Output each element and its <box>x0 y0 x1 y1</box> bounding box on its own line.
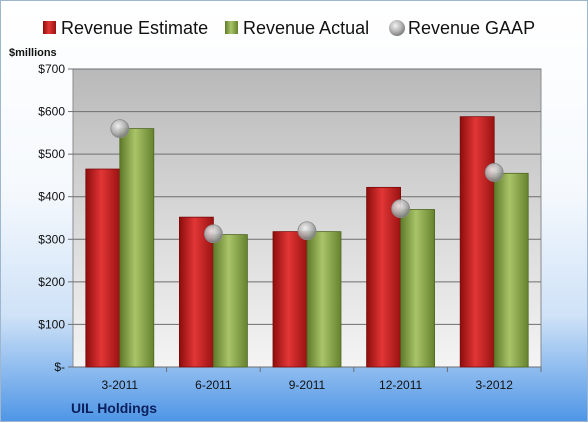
marker-revenue-gaap <box>391 199 411 219</box>
y-tick-label: $600 <box>38 105 65 119</box>
marker-revenue-gaap <box>484 163 504 182</box>
bar-revenue-actual <box>119 128 155 368</box>
y-axis-ticks: $- $100 $200 $300 $400 $500 $600 $700 <box>38 62 73 374</box>
y-tick-label: $300 <box>38 232 65 246</box>
legend-swatch <box>389 20 405 36</box>
bar-revenue-actual <box>212 234 248 368</box>
legend-swatch <box>43 21 56 34</box>
y-axis-unit-label: $millions <box>9 47 57 59</box>
y-tick-label: $700 <box>38 62 65 76</box>
marker-revenue-gaap <box>110 119 130 138</box>
x-axis-ticks: 3-2011 6-2011 9-2011 12-2011 3-2012 <box>102 367 542 392</box>
legend-label: Revenue GAAP <box>408 18 535 38</box>
bar-revenue-actual <box>306 231 342 368</box>
marker-revenue-gaap <box>203 224 223 244</box>
bar-revenue-estimate <box>178 216 214 368</box>
x-tick-label: 3-2011 <box>102 378 139 392</box>
legend: Revenue Estimate Revenue Actual Revenue GA… <box>43 18 535 38</box>
y-tick-label: $400 <box>38 190 65 204</box>
x-tick-label: 9-2011 <box>289 378 326 392</box>
y-tick-label: $- <box>54 360 65 374</box>
bar-revenue-estimate <box>272 231 308 368</box>
x-tick-label: 12-2011 <box>379 378 422 392</box>
y-tick-label: $100 <box>38 317 65 331</box>
bar-revenue-actual <box>493 172 529 368</box>
x-tick-label: 6-2011 <box>195 378 232 392</box>
gaap-markers <box>110 119 504 244</box>
y-tick-label: $200 <box>38 275 65 289</box>
bar-revenue-estimate <box>366 186 402 368</box>
company-name: UIL Holdings <box>71 400 157 416</box>
marker-revenue-gaap <box>297 221 317 241</box>
bar-revenue-estimate <box>85 168 121 368</box>
legend-label: Revenue Actual <box>243 18 369 38</box>
bars <box>85 116 529 368</box>
bar-revenue-actual <box>400 209 436 368</box>
legend-label: Revenue Estimate <box>61 18 208 38</box>
legend-swatch <box>225 21 238 34</box>
x-tick-label: 3-2012 <box>476 378 514 392</box>
bar-revenue-estimate <box>459 116 495 368</box>
y-tick-label: $500 <box>38 147 65 161</box>
